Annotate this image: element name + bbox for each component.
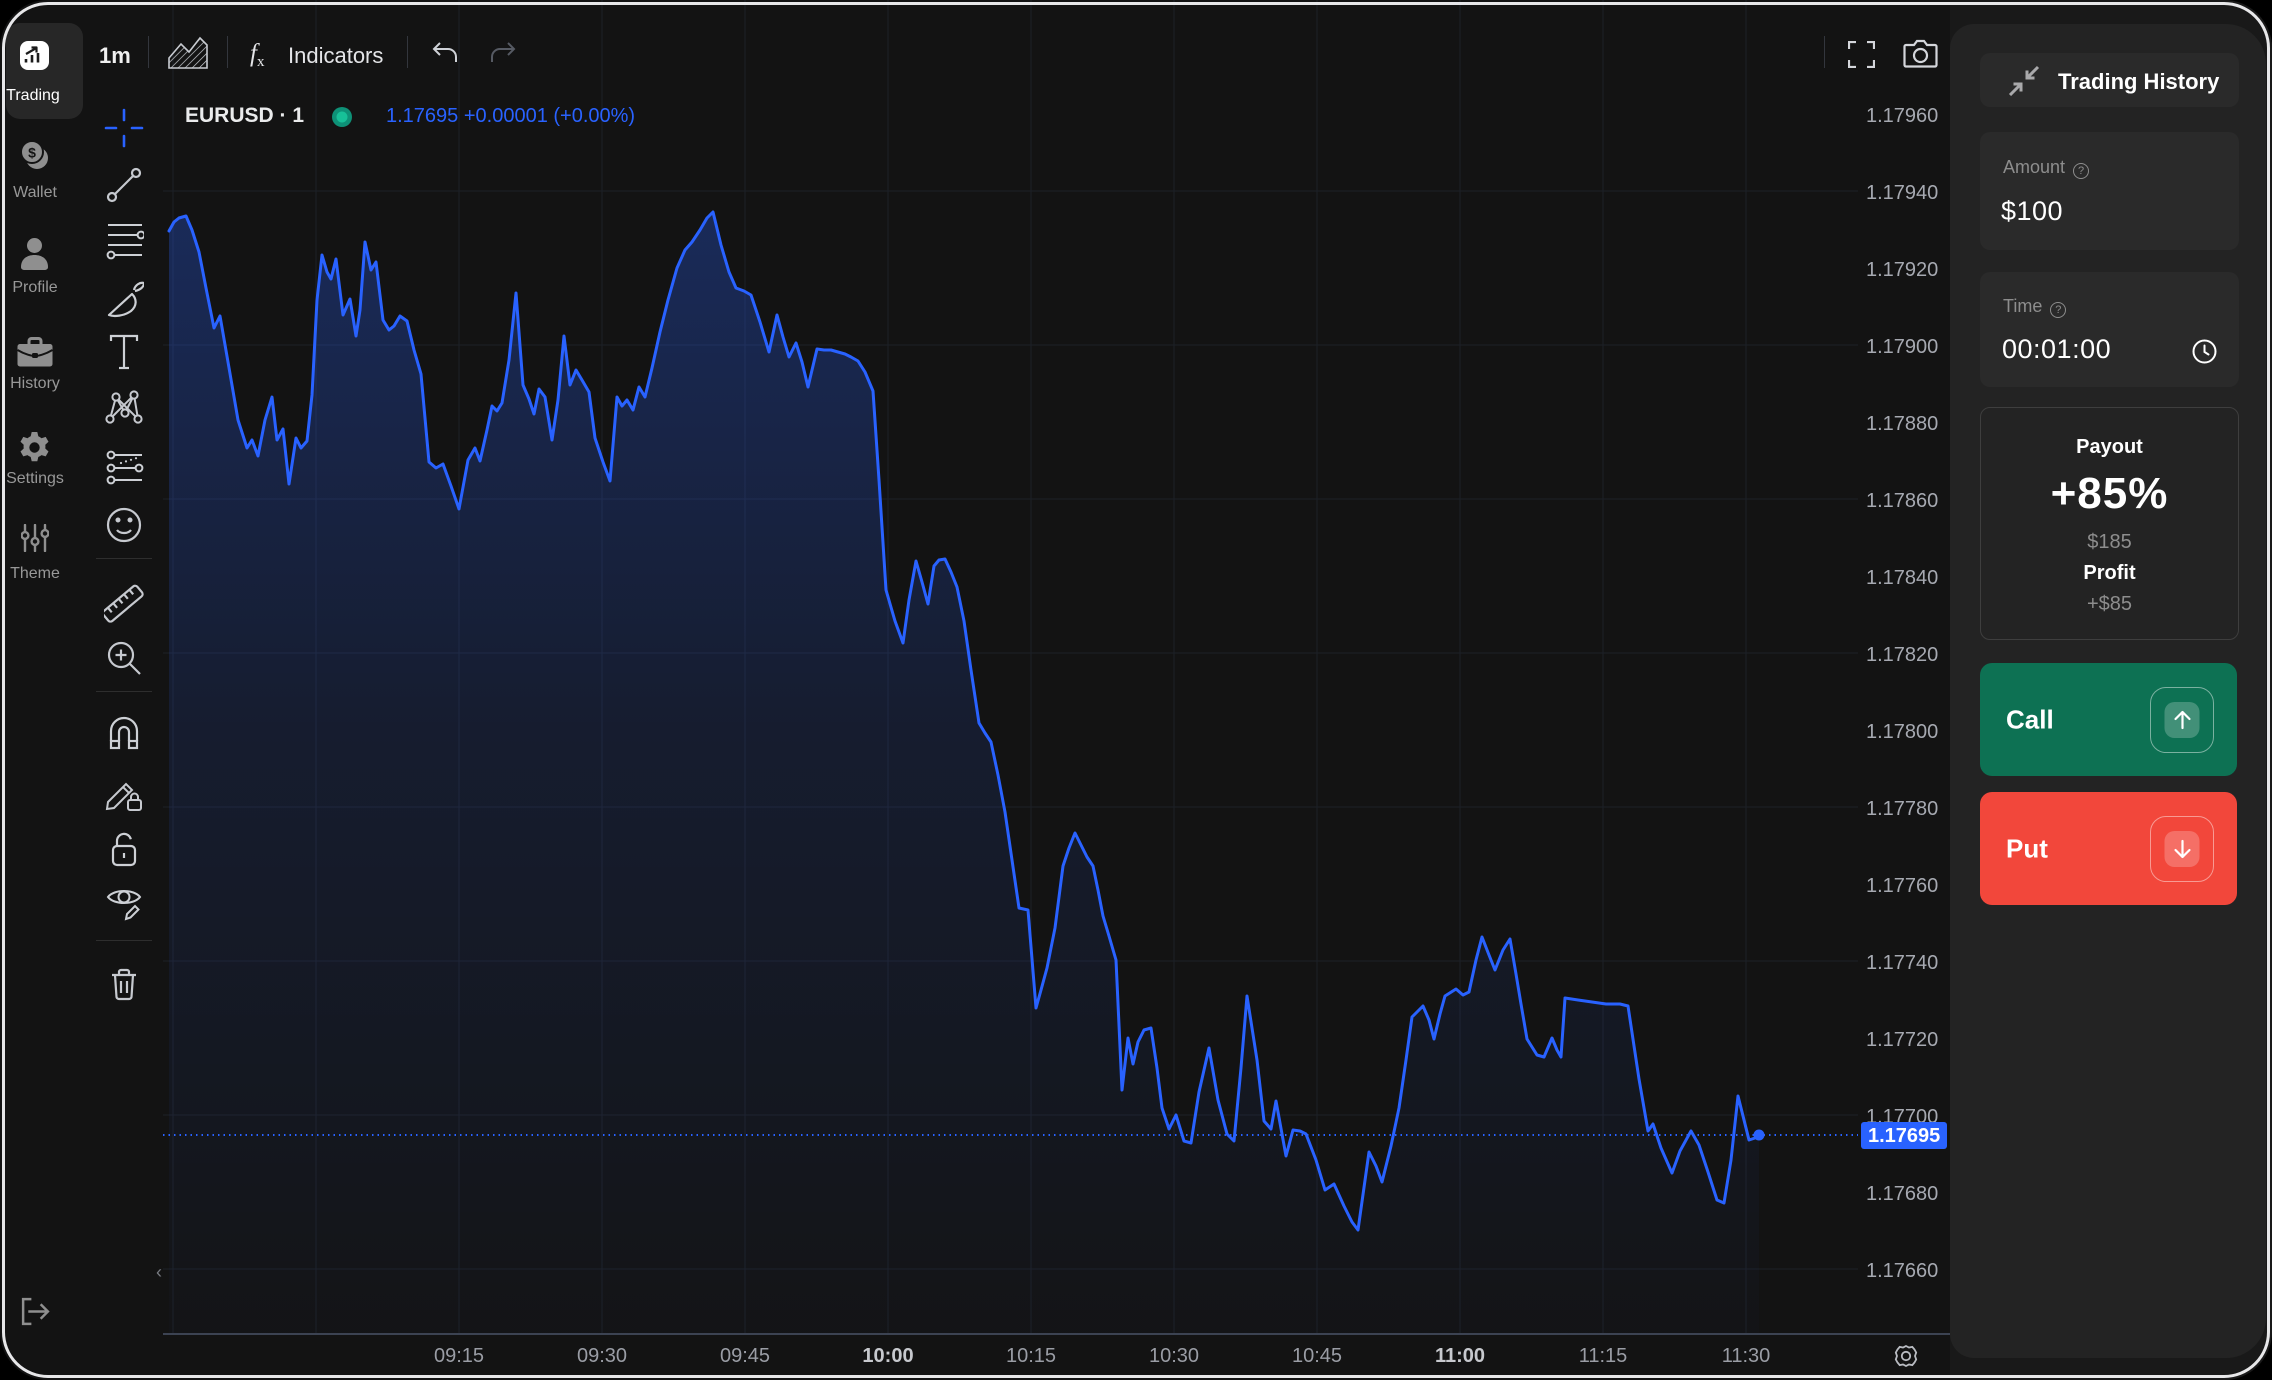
svg-text:09:15: 09:15	[434, 1345, 484, 1367]
svg-text:1.17880: 1.17880	[1866, 413, 1938, 435]
svg-text:1.17720: 1.17720	[1866, 1029, 1938, 1051]
svg-text:10:15: 10:15	[1006, 1345, 1056, 1367]
svg-text:11:15: 11:15	[1579, 1345, 1628, 1367]
svg-text:1.17800: 1.17800	[1866, 721, 1938, 743]
svg-text:EURUSD · 1: EURUSD · 1	[185, 104, 304, 127]
svg-text:1.17900: 1.17900	[1866, 336, 1938, 358]
svg-text:10:45: 10:45	[1292, 1345, 1342, 1367]
svg-text:10:00: 10:00	[862, 1345, 913, 1367]
svg-text:1.17695: 1.17695	[1868, 1125, 1940, 1147]
svg-text:1.17820: 1.17820	[1866, 644, 1938, 666]
svg-text:1.17840: 1.17840	[1866, 567, 1938, 589]
svg-text:10:30: 10:30	[1149, 1345, 1199, 1367]
svg-text:1.17940: 1.17940	[1866, 182, 1938, 204]
svg-text:09:45: 09:45	[720, 1345, 770, 1367]
svg-text:1.17740: 1.17740	[1866, 952, 1938, 974]
svg-text:1.17960: 1.17960	[1866, 105, 1938, 127]
svg-text:1.17695 +0.00001 (+0.00%): 1.17695 +0.00001 (+0.00%)	[386, 105, 635, 127]
svg-text:09:30: 09:30	[577, 1345, 627, 1367]
svg-text:1.17680: 1.17680	[1866, 1183, 1938, 1205]
svg-text:1.17780: 1.17780	[1866, 798, 1938, 820]
svg-text:$: $	[28, 145, 36, 161]
svg-text:1.17860: 1.17860	[1866, 490, 1938, 512]
svg-text:1.17660: 1.17660	[1866, 1260, 1938, 1282]
svg-text:1.17760: 1.17760	[1866, 875, 1938, 897]
svg-text:‹: ‹	[156, 1262, 162, 1282]
svg-text:11:30: 11:30	[1722, 1345, 1771, 1367]
svg-text:1.17920: 1.17920	[1866, 259, 1938, 281]
svg-text:11:00: 11:00	[1435, 1345, 1485, 1367]
